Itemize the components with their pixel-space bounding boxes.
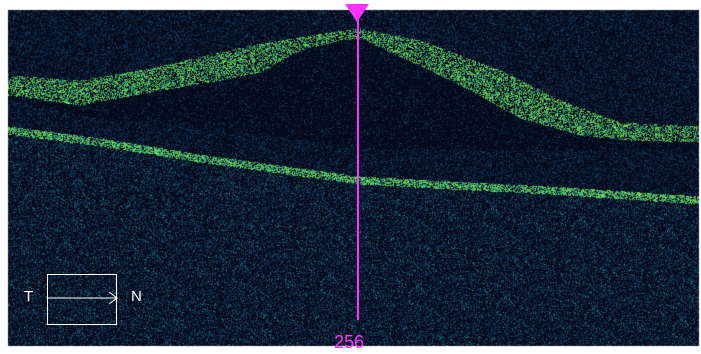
scan-position-cursor-line[interactable] xyxy=(357,18,359,320)
orientation-arrow-icon xyxy=(48,291,118,305)
orientation-nasal-label: N xyxy=(131,288,142,305)
orientation-box xyxy=(47,274,117,325)
scan-position-marker-icon[interactable] xyxy=(343,0,371,22)
orientation-temporal-label: T xyxy=(24,288,34,305)
scan-position-label: 256 xyxy=(334,332,365,352)
